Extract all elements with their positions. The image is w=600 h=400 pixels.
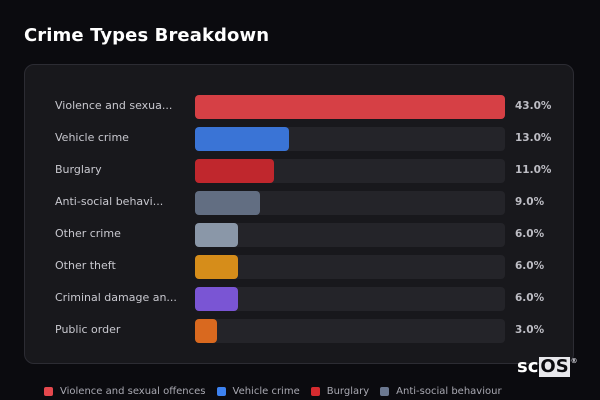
bar-track — [195, 159, 505, 183]
bar-percent-value: 43.0% — [515, 100, 552, 112]
chart-card: Violence and sexua... 43.0% Vehicle crime 1… — [24, 64, 574, 364]
bar-label: Anti-social behavi... — [55, 195, 164, 208]
bar-fill[interactable] — [195, 319, 217, 343]
bar-percent-value: 6.0% — [515, 260, 545, 272]
bar-percent-value: 9.0% — [515, 196, 545, 208]
bar-track — [195, 223, 505, 247]
bar-track — [195, 127, 505, 151]
chart-legend: Violence and sexual offences Vehicle crim… — [44, 386, 513, 397]
legend-label: Violence and sexual offences — [60, 386, 206, 397]
bar-percent-value: 11.0% — [515, 164, 552, 176]
bar-fill[interactable] — [195, 223, 239, 247]
bar-fill[interactable] — [195, 255, 239, 279]
bar-label: Public order — [55, 323, 121, 336]
logo-text-os: OS — [539, 356, 570, 377]
bar-row[interactable]: Other crime 6.0% — [25, 223, 573, 247]
legend-item[interactable]: Violence and sexual offences — [44, 386, 206, 397]
bar-label: Other crime — [55, 227, 121, 240]
bar-track — [195, 319, 505, 343]
logo-text-sc: sc — [517, 356, 539, 377]
bar-label: Other theft — [55, 259, 116, 272]
bar-fill[interactable] — [195, 127, 289, 151]
bar-row[interactable]: Burglary 11.0% — [25, 159, 573, 183]
bar-track — [195, 191, 505, 215]
bar-percent-value: 13.0% — [515, 132, 552, 144]
bar-row[interactable]: Anti-social behavi... 9.0% — [25, 191, 573, 215]
scos-logo: sc OS ® — [517, 357, 578, 377]
legend-item[interactable]: Burglary — [310, 386, 370, 397]
bar-row[interactable]: Violence and sexua... 43.0% — [25, 95, 573, 119]
bar-track — [195, 287, 505, 311]
legend-label: Anti-social behaviour — [396, 386, 502, 397]
bar-fill[interactable] — [195, 191, 260, 215]
bar-row[interactable]: Vehicle crime 13.0% — [25, 127, 573, 151]
bar-row[interactable]: Criminal damage an... 6.0% — [25, 287, 573, 311]
bar-percent-value: 6.0% — [515, 292, 545, 304]
bar-fill[interactable] — [195, 287, 239, 311]
bar-fill[interactable] — [195, 159, 275, 183]
bar-track — [195, 95, 505, 119]
legend-label: Vehicle crime — [232, 386, 300, 397]
bar-percent-value: 3.0% — [515, 324, 545, 336]
legend-swatch-icon — [216, 387, 226, 396]
bar-row[interactable]: Public order 3.0% — [25, 319, 573, 343]
bar-label: Criminal damage an... — [55, 291, 177, 304]
bar-label: Vehicle crime — [55, 131, 129, 144]
bar-label: Burglary — [55, 163, 102, 176]
legend-label: Burglary — [326, 386, 370, 397]
legend-swatch-icon — [310, 387, 320, 396]
legend-item[interactable]: Anti-social behaviour — [380, 386, 502, 397]
bar-label: Violence and sexua... — [55, 99, 173, 112]
bar-track — [195, 255, 505, 279]
chart-title: Crime Types Breakdown — [24, 25, 270, 46]
bar-percent-value: 6.0% — [515, 228, 545, 240]
legend-swatch-icon — [380, 387, 390, 396]
bar-fill[interactable] — [195, 95, 505, 119]
legend-swatch-icon — [44, 387, 53, 396]
legend-item[interactable]: Vehicle crime — [216, 386, 300, 397]
registered-mark: ® — [570, 357, 578, 365]
bar-row[interactable]: Other theft 6.0% — [25, 255, 573, 279]
